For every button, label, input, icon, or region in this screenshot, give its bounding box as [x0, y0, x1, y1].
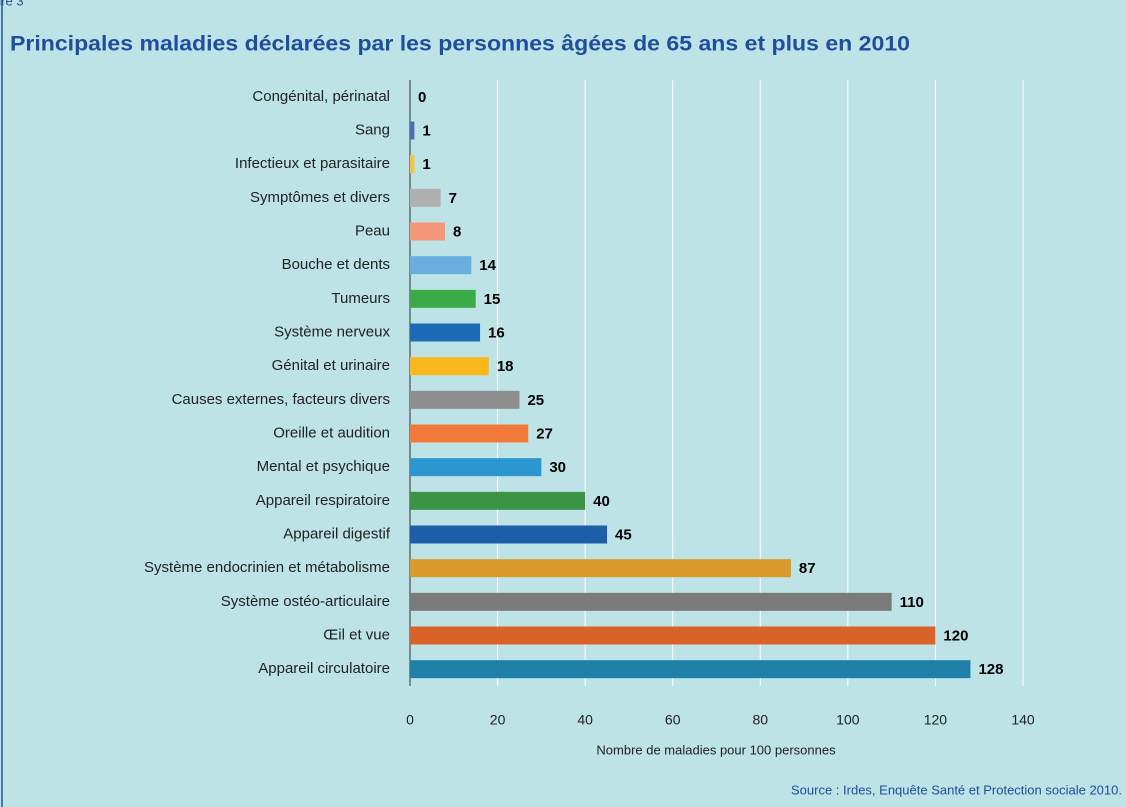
y-tick-label: Génital et urinaire — [272, 357, 390, 374]
y-tick-label: Appareil respiratoire — [256, 492, 390, 509]
bar — [410, 357, 489, 376]
y-tick-label: Peau — [355, 222, 390, 239]
data-label: 16 — [488, 324, 505, 341]
data-label: 0 — [418, 89, 426, 106]
x-tick-label: 80 — [752, 712, 768, 728]
x-tick-label: 0 — [406, 712, 414, 728]
data-label: 1 — [422, 156, 430, 173]
bar — [410, 660, 971, 679]
data-label: 7 — [449, 190, 457, 207]
bar — [410, 222, 446, 241]
y-tick-label: Système endocrinien et métabolisme — [144, 559, 390, 576]
y-tick-label: Causes externes, facteurs divers — [172, 391, 390, 408]
data-label: 8 — [453, 223, 461, 240]
bar — [410, 155, 415, 174]
data-label: 87 — [799, 560, 816, 577]
chart-title: Principales maladies déclarées par les p… — [10, 33, 910, 56]
data-label: 1 — [422, 122, 430, 139]
bar — [410, 424, 529, 443]
y-tick-label: Bouche et dents — [282, 256, 390, 273]
bar — [410, 592, 892, 611]
bar — [410, 256, 472, 275]
bar — [410, 188, 441, 207]
y-tick-label: Oreille et audition — [273, 424, 390, 441]
y-tick-label: Mental et psychique — [257, 458, 390, 475]
figure-label: ure 3 — [0, 0, 24, 8]
bar — [410, 559, 791, 578]
data-label: 110 — [900, 594, 924, 611]
data-label: 128 — [978, 661, 1003, 678]
data-label: 27 — [536, 425, 553, 442]
x-axis-title: Nombre de maladies pour 100 personnes — [596, 742, 836, 757]
bar — [410, 289, 476, 308]
source: Source : Irdes, Enquête Santé et Protect… — [791, 782, 1122, 797]
y-tick-label: Système nerveux — [274, 323, 390, 340]
data-label: 14 — [479, 257, 496, 274]
x-tick-label: 40 — [577, 712, 593, 728]
bar — [410, 525, 608, 544]
bar — [410, 121, 415, 140]
y-tick-label: Infectieux et parasitaire — [235, 155, 390, 172]
y-tick-label: Tumeurs — [331, 290, 390, 307]
data-label: 18 — [497, 358, 514, 375]
x-tick-label: 60 — [665, 712, 681, 728]
x-tick-label: 20 — [490, 712, 506, 728]
y-tick-label: Système ostéo-articulaire — [221, 593, 390, 610]
y-tick-label: Congénital, périnatal — [252, 88, 390, 105]
y-tick-label: Symptômes et divers — [250, 189, 390, 206]
bar — [410, 323, 481, 342]
bar — [410, 390, 520, 409]
bar — [410, 458, 542, 477]
x-tick-label: 140 — [1011, 712, 1035, 728]
bar — [410, 491, 586, 510]
data-label: 45 — [615, 526, 632, 543]
data-label: 40 — [593, 493, 610, 510]
data-label: 30 — [549, 459, 566, 476]
x-tick-label: 120 — [924, 712, 948, 728]
y-tick-label: Œil et vue — [323, 626, 390, 643]
y-tick-label: Appareil circulatoire — [258, 660, 390, 677]
data-label: 15 — [484, 291, 501, 308]
y-tick-label: Sang — [355, 121, 390, 138]
data-label: 25 — [527, 392, 544, 409]
bar — [410, 626, 936, 645]
x-tick-label: 100 — [836, 712, 860, 728]
data-label: 120 — [943, 627, 968, 644]
y-tick-label: Appareil digestif — [283, 525, 391, 542]
